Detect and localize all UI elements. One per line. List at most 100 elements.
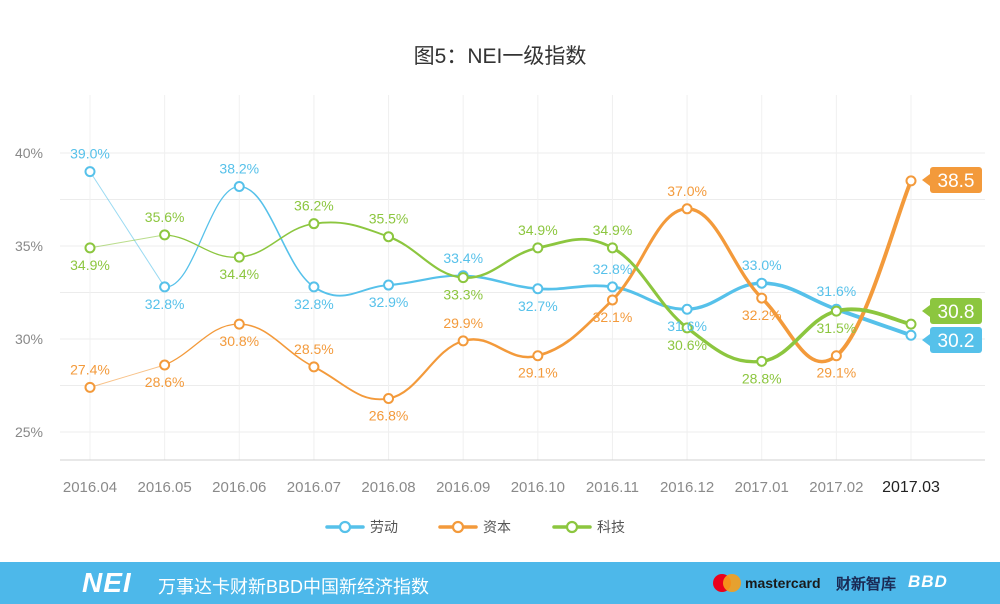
data-point[interactable]	[532, 350, 544, 362]
data-point[interactable]	[756, 355, 768, 367]
axes: 25% 30% 35% 40% 2016.04 2016.05 2016.06 2016.07…	[15, 145, 985, 496]
series-line-资本	[238, 323, 315, 368]
legend-marker[interactable]	[565, 520, 579, 534]
series-line-资本	[163, 323, 240, 366]
data-point[interactable]	[756, 277, 768, 289]
legend-marker[interactable]	[338, 520, 352, 534]
mastercard-text: mastercard	[745, 575, 821, 591]
series-line-科技	[685, 326, 764, 364]
legend[interactable]: 劳动 资本 科技	[325, 519, 625, 535]
legend-marker[interactable]	[451, 520, 465, 534]
data-point[interactable]	[308, 281, 320, 293]
data-label: 32.1%	[593, 309, 633, 325]
data-point[interactable]	[606, 294, 618, 306]
data-point[interactable]	[457, 335, 469, 347]
x-tick-label: 2017.01	[735, 479, 789, 496]
data-label: 35.6%	[145, 209, 185, 225]
data-point[interactable]	[84, 381, 96, 393]
data-point[interactable]	[308, 218, 320, 230]
series-line-资本	[685, 207, 764, 300]
series-line-劳动	[759, 281, 839, 312]
data-point[interactable]	[383, 279, 395, 291]
series-line-劳动	[238, 185, 315, 288]
data-label: 31.6%	[667, 318, 707, 334]
series-line-劳动	[461, 274, 540, 291]
data-point[interactable]	[159, 359, 171, 371]
data-point[interactable]	[905, 329, 917, 341]
data-point[interactable]	[606, 281, 618, 293]
data-point[interactable]	[905, 175, 917, 187]
end-badge-value: 38.5	[938, 171, 975, 192]
data-label: 28.8%	[742, 370, 782, 386]
series-line-资本	[461, 338, 540, 359]
chart: 图5：NEI一级指数 25% 30% 35% 40% 2016.04 2016.05 201…	[15, 45, 985, 535]
y-tick-label: 30%	[15, 331, 43, 347]
data-point[interactable]	[233, 180, 245, 192]
y-tick-label: 35%	[15, 238, 43, 254]
legend-label[interactable]: 资本	[483, 519, 511, 535]
data-point[interactable]	[830, 350, 842, 362]
data-label: 30.6%	[667, 337, 707, 353]
data-point[interactable]	[756, 292, 768, 304]
x-tick-label: 2016.05	[138, 479, 192, 496]
data-point[interactable]	[830, 305, 842, 317]
data-point[interactable]	[532, 283, 544, 295]
data-label: 34.4%	[219, 266, 259, 282]
data-point[interactable]	[308, 361, 320, 373]
x-tick-label: 2016.09	[436, 479, 490, 496]
data-point[interactable]	[84, 242, 96, 254]
data-point[interactable]	[606, 242, 618, 254]
end-badge-pointer	[922, 305, 930, 317]
data-label: 29.1%	[518, 365, 558, 381]
data-point[interactable]	[383, 231, 395, 243]
data-point[interactable]	[681, 303, 693, 315]
x-tick-label: 2016.12	[660, 479, 714, 496]
data-point[interactable]	[681, 203, 693, 215]
series-line-科技	[536, 237, 614, 250]
data-label: 31.5%	[817, 320, 857, 336]
data-point[interactable]	[159, 281, 171, 293]
series-line-start	[89, 171, 166, 288]
series-line-劳动	[610, 285, 689, 311]
x-tick-label: 2017.03	[882, 479, 940, 496]
data-label: 32.2%	[742, 307, 782, 323]
data-label: 34.9%	[70, 257, 110, 273]
data-point[interactable]	[532, 242, 544, 254]
data-point[interactable]	[905, 318, 917, 330]
data-point[interactable]	[457, 272, 469, 284]
data-label: 32.9%	[369, 294, 409, 310]
data-label: 32.8%	[593, 261, 633, 277]
data-point[interactable]	[383, 393, 395, 405]
series-line-劳动	[163, 185, 240, 288]
data-label: 33.4%	[443, 250, 483, 266]
data-label: 34.9%	[593, 222, 633, 238]
legend-label[interactable]: 科技	[597, 519, 625, 535]
data-point[interactable]	[233, 251, 245, 263]
data-point[interactable]	[681, 322, 693, 334]
data-label: 29.1%	[817, 365, 857, 381]
legend-label[interactable]: 劳动	[370, 519, 398, 535]
end-badge	[930, 298, 982, 324]
data-label: 34.9%	[518, 222, 558, 238]
nei-logo: NEI	[82, 567, 132, 598]
data-point[interactable]	[84, 166, 96, 178]
series-line-科技	[461, 246, 540, 279]
data-point[interactable]	[233, 318, 245, 330]
series-line-科技	[610, 246, 689, 330]
end-badges: 30.2 38.5 30.8	[922, 167, 982, 353]
end-badge-pointer	[922, 334, 930, 346]
series-line-科技	[387, 235, 465, 279]
end-badge-value: 30.8	[938, 302, 975, 323]
series-line-劳动	[536, 284, 614, 291]
x-tick-label: 2016.08	[361, 479, 415, 496]
mastercard-logo-icon	[713, 574, 741, 592]
series-line-资本	[387, 339, 465, 400]
series-line-资本	[312, 365, 390, 401]
footer-bar: NEI 万事达卡财新BBD中国新经济指数 mastercard 财新智库 BBD	[0, 562, 1000, 604]
data-point[interactable]	[159, 229, 171, 241]
data-label: 38.2%	[219, 160, 259, 176]
data-label: 28.5%	[294, 341, 334, 357]
data-label: 33.0%	[742, 257, 782, 273]
data-label: 36.2%	[294, 198, 334, 214]
end-badge	[930, 327, 982, 353]
